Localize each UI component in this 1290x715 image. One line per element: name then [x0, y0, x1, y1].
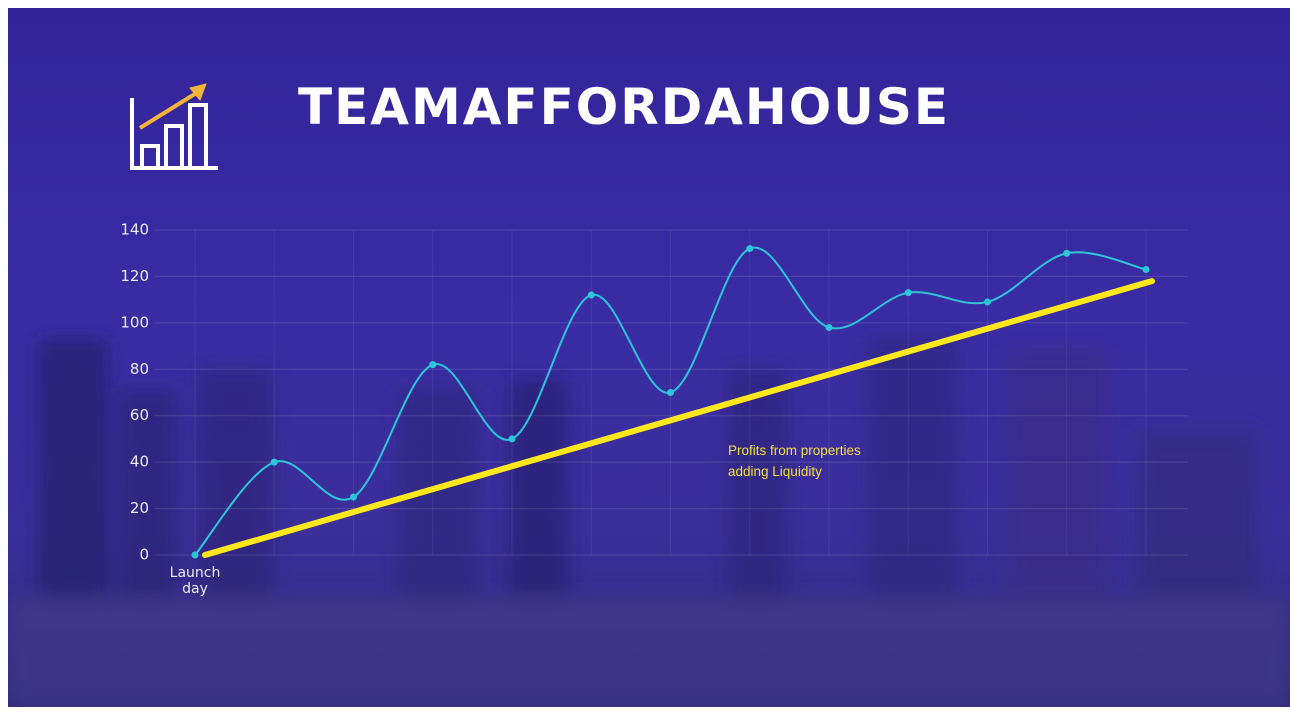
y-tick-label: 60	[130, 406, 149, 424]
x-tick-label: Launch day	[160, 565, 230, 597]
data-point	[667, 389, 674, 396]
data-point	[588, 292, 595, 299]
chart-icon	[132, 84, 218, 168]
data-point	[984, 298, 991, 305]
y-tick-label: 100	[120, 313, 149, 331]
trend-line	[205, 281, 1152, 555]
title: TEAMAFFORDAHOUSE	[298, 78, 950, 136]
page: {"chart_data": {"type": "line", "title":…	[0, 0, 1290, 715]
data-point	[826, 324, 833, 331]
data-point	[350, 493, 357, 500]
y-tick-label: 0	[139, 546, 149, 564]
data-point	[1143, 266, 1150, 273]
data-point	[509, 435, 516, 442]
y-tick-label: 120	[120, 267, 149, 285]
annotation: Profits from properties adding Liquidity	[728, 440, 868, 482]
y-tick-label: 80	[130, 360, 149, 378]
y-tick-label: 140	[120, 221, 149, 239]
data-point	[905, 289, 912, 296]
slide: 0 20 40 60 80 100 120 140 TEAMAFFORDAHOUSE Prof…	[8, 8, 1290, 707]
data-point	[1063, 250, 1070, 257]
data-point	[271, 459, 278, 466]
data-point	[429, 361, 436, 368]
data-point	[192, 552, 199, 559]
data-point	[746, 245, 753, 252]
y-tick-label: 40	[130, 453, 149, 471]
y-tick-label: 20	[130, 499, 149, 517]
